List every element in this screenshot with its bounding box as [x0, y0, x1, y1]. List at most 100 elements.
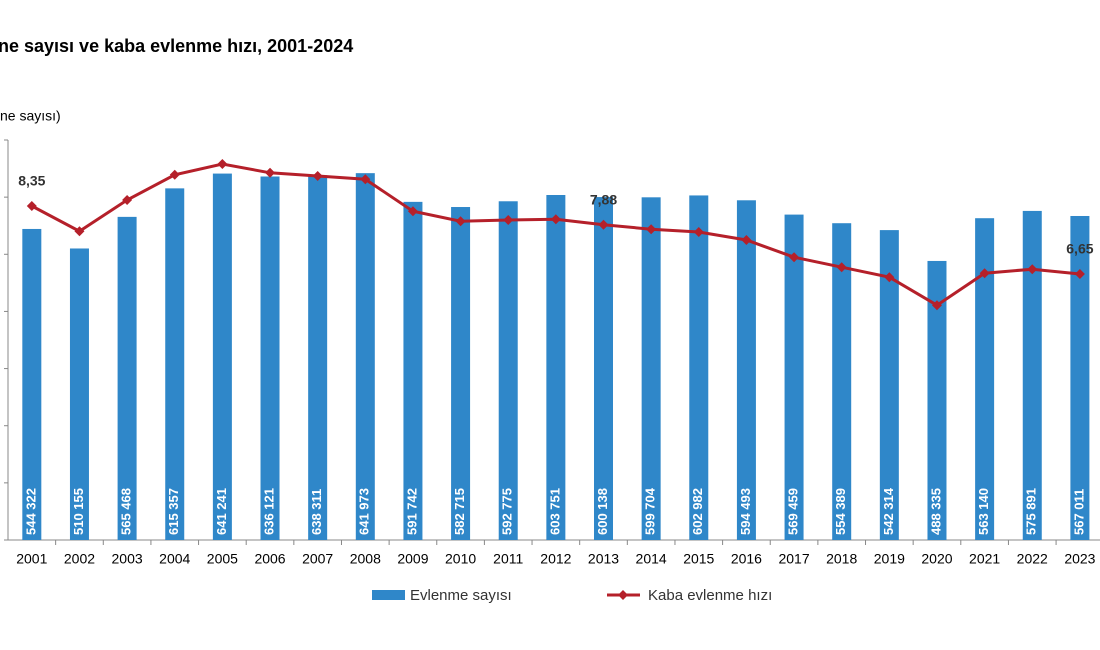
x-tick-label: 2014	[636, 551, 667, 567]
rate-marker	[693, 227, 704, 237]
rate-marker	[407, 206, 418, 217]
bar-value-label: 636 121	[261, 488, 276, 535]
x-tick-label: 2006	[254, 551, 285, 567]
y-axis-label: ne sayısı)	[0, 108, 61, 124]
bar	[117, 216, 137, 540]
bar	[1022, 210, 1042, 540]
x-tick-label: 2013	[588, 551, 619, 567]
bar	[832, 223, 852, 540]
bar-value-label: 591 742	[404, 488, 419, 535]
rate-marker	[503, 215, 514, 225]
bar	[879, 230, 899, 540]
bar-value-label: 641 241	[214, 488, 229, 535]
bar	[736, 200, 756, 540]
rate-marker	[26, 201, 37, 211]
bar-value-label: 554 389	[833, 488, 848, 535]
bar	[689, 195, 709, 541]
bar	[22, 228, 42, 540]
bar-value-label: 603 751	[547, 488, 562, 535]
bar-value-label: 592 775	[500, 488, 515, 535]
bar-value-label: 567 011	[1071, 489, 1086, 535]
bar	[212, 173, 232, 540]
x-tick-label: 2001	[16, 551, 47, 567]
x-tick-label: 2010	[445, 551, 476, 567]
bar-value-label: 600 138	[595, 488, 610, 535]
bar	[355, 173, 375, 541]
bar-value-label: 615 357	[166, 488, 181, 535]
bar-value-label: 544 322	[23, 488, 38, 535]
bar-value-label: 565 468	[119, 488, 134, 535]
bar-value-label: 569 459	[785, 488, 800, 535]
rate-marker	[217, 159, 228, 169]
x-tick-label: 2011	[493, 551, 523, 567]
rate-marker	[1074, 269, 1085, 279]
legend-label: Evlenme sayısı	[410, 587, 512, 604]
x-tick-label: 2019	[874, 551, 905, 567]
rate-marker	[455, 216, 466, 227]
rate-marker	[1027, 264, 1038, 275]
x-tick-label: 2015	[683, 551, 714, 567]
rate-marker	[789, 252, 800, 263]
x-tick-label: 2005	[207, 551, 238, 567]
x-tick-label: 2012	[540, 551, 571, 567]
rate-value-label: 8,35	[18, 173, 45, 189]
x-tick-label: 2008	[350, 551, 381, 567]
chart-title: ne sayısı ve kaba evlenme hızı, 2001-202…	[0, 36, 353, 56]
bar	[260, 176, 280, 540]
x-tick-label: 2007	[302, 551, 333, 567]
x-tick-label: 2018	[826, 551, 857, 567]
bar-value-label: 638 311	[309, 489, 324, 535]
bar	[69, 248, 89, 541]
bar-value-label: 641 973	[357, 488, 372, 535]
rate-marker	[550, 214, 561, 225]
bar	[594, 197, 613, 540]
rate-marker	[646, 224, 657, 235]
x-tick-label: 2021	[969, 551, 1000, 567]
bar-value-label: 510 155	[71, 488, 86, 535]
x-tick-label: 2017	[778, 551, 809, 567]
bar	[1070, 215, 1090, 540]
rate-value-label: 6,65	[1066, 241, 1093, 257]
bar	[641, 197, 661, 540]
bar	[546, 194, 566, 540]
rate-marker	[312, 171, 323, 181]
rate-marker	[884, 272, 895, 283]
rate-marker	[836, 262, 847, 273]
rate-marker	[265, 167, 276, 178]
bar	[308, 175, 328, 540]
bar-value-label: 599 704	[643, 487, 658, 535]
bar	[975, 218, 995, 540]
legend-marker	[618, 590, 628, 600]
bar-value-label: 563 140	[976, 488, 991, 535]
x-tick-label: 2002	[64, 551, 95, 567]
bar	[403, 201, 423, 541]
x-tick-label: 2023	[1064, 551, 1095, 567]
x-tick-label: 2020	[921, 551, 952, 567]
rate-marker	[979, 268, 990, 279]
rate-marker	[360, 174, 371, 185]
bar	[498, 201, 518, 540]
bar-value-label: 594 493	[738, 488, 753, 535]
rate-marker	[598, 219, 609, 230]
rate-marker	[122, 195, 133, 205]
bar	[927, 260, 947, 540]
bar-value-label: 542 314	[881, 487, 896, 535]
rate-marker	[74, 226, 85, 237]
bar	[451, 207, 471, 540]
bar-value-label: 602 982	[690, 488, 705, 535]
rate-marker	[741, 235, 752, 245]
x-tick-label: 2022	[1017, 551, 1048, 567]
legend-swatch	[372, 590, 405, 600]
rate-value-label: 7,88	[590, 192, 617, 208]
x-tick-label: 2016	[731, 551, 762, 567]
x-tick-label: 2003	[112, 551, 143, 567]
bar-value-label: 488 335	[928, 488, 943, 535]
legend-label: Kaba evlenme hızı	[648, 587, 772, 604]
bar-value-label: 575 891	[1024, 488, 1039, 535]
x-tick-label: 2009	[397, 551, 428, 567]
bar	[784, 214, 804, 541]
bar-value-label: 582 715	[452, 488, 467, 535]
rate-marker	[931, 300, 942, 311]
bar	[165, 188, 185, 540]
